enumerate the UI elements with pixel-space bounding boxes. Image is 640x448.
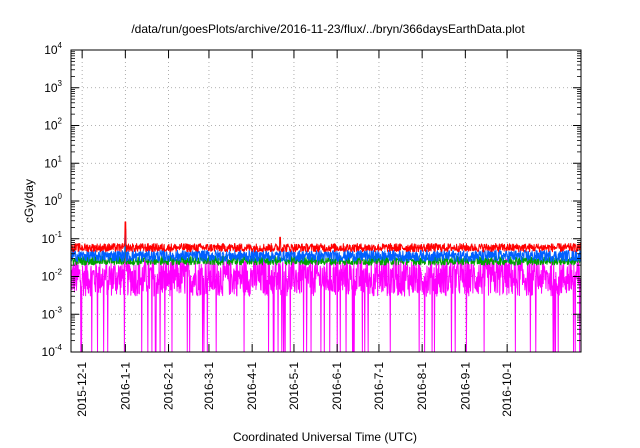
y-tick-label: 103 (44, 79, 62, 95)
y-tick-label: 101 (44, 154, 62, 170)
x-tick-label: 2016-10-1 (500, 362, 514, 417)
data-layer (70, 221, 582, 353)
y-tick-base: 10 (44, 43, 58, 57)
y-tick-exponent: 4 (58, 41, 63, 50)
y-tick-label: 10-1 (42, 230, 63, 246)
y-tick-base: 10 (42, 345, 56, 359)
y-tick-base: 10 (44, 81, 58, 95)
y-tick-exponent: -2 (55, 268, 63, 277)
y-tick-label: 10-3 (42, 305, 63, 321)
x-tick-label: 2016-4-1 (245, 362, 259, 410)
y-tick-exponent: 1 (58, 154, 63, 163)
y-tick-exponent: -3 (55, 305, 63, 314)
x-tick-label: 2016-7-1 (372, 362, 386, 410)
y-tick-base: 10 (42, 232, 56, 246)
y-tick-base: 10 (44, 119, 58, 133)
y-tick-label: 102 (44, 117, 62, 133)
series-line-2 (70, 228, 582, 262)
y-tick-label: 10-4 (42, 343, 63, 359)
x-tick-label: 2016-2-1 (162, 362, 176, 410)
y-tick-exponent: -1 (55, 230, 63, 239)
chart-title: /data/run/goesPlots/archive/2016-11-23/f… (131, 22, 525, 36)
y-tick-base: 10 (42, 307, 56, 321)
y-tick-base: 10 (44, 156, 58, 170)
series-line-3 (70, 221, 582, 253)
x-tick-label: 2016-8-1 (415, 362, 429, 410)
x-axis-label: Coordinated Universal Time (UTC) (233, 430, 417, 444)
x-tick-label: 2016-9-1 (458, 362, 472, 410)
y-tick-label: 104 (44, 41, 62, 57)
y-tick-exponent: 0 (58, 192, 63, 201)
y-axis-label: cGy/day (22, 179, 36, 223)
x-tick-label: 2015-12-1 (75, 362, 89, 417)
y-tick-label: 100 (44, 192, 62, 208)
x-tick-label: 2016-3-1 (202, 362, 216, 410)
x-tick-label: 2016-1-1 (118, 362, 132, 410)
y-tick-exponent: -4 (55, 343, 63, 352)
y-tick-base: 10 (42, 270, 56, 284)
x-tick-label: 2016-5-1 (287, 362, 301, 410)
y-tick-base: 10 (44, 194, 58, 208)
y-tick-label: 10-2 (42, 268, 63, 284)
y-tick-exponent: 3 (58, 79, 63, 88)
y-tick-exponent: 2 (58, 117, 63, 126)
x-tick-labels: 2015-12-1 2016-1-1 2016-2-1 2016-3-1 2016-4-… (75, 362, 514, 417)
ticks (71, 49, 581, 353)
x-tick-label: 2016-6-1 (330, 362, 344, 410)
